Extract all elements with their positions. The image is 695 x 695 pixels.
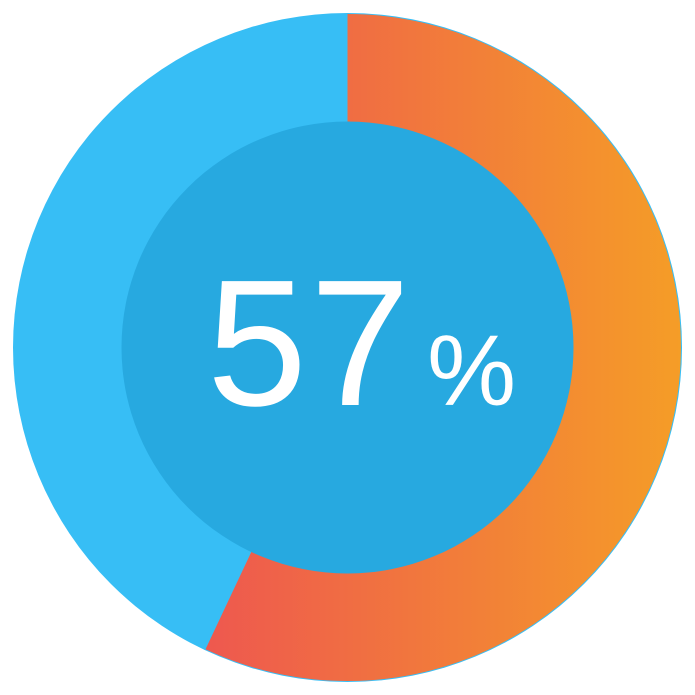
percentage-value: 57 [206, 242, 414, 444]
percentage-label: 57 % [206, 242, 517, 444]
percentage-unit: % [427, 314, 517, 427]
donut-inner-circle [121, 121, 574, 574]
